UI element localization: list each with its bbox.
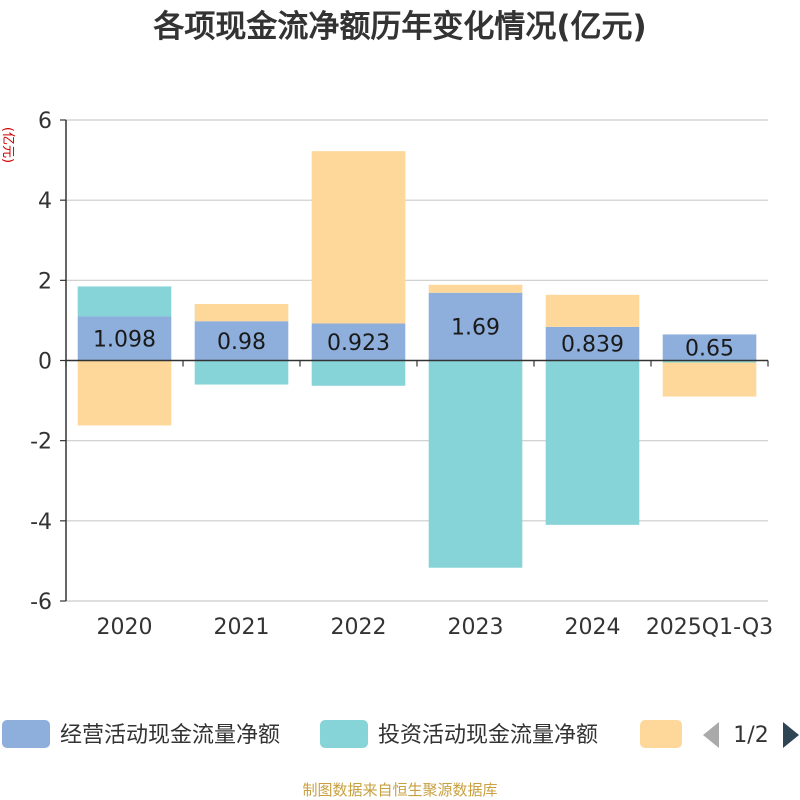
legend-prev-page-icon[interactable]	[703, 722, 719, 748]
bar-series-0[interactable]	[662, 334, 757, 361]
bar-series-2[interactable]	[545, 294, 640, 327]
y-axis-label: (亿元)	[0, 127, 15, 163]
y-tick-label: 2	[38, 269, 52, 294]
y-tick-label: -6	[30, 590, 52, 615]
legend-swatch-investing[interactable]	[320, 720, 368, 748]
bar-series-2[interactable]	[77, 360, 172, 426]
legend-label-investing[interactable]: 投资活动现金流量净额	[378, 723, 598, 748]
x-tick-label: 2020	[97, 615, 153, 640]
bar-series-2[interactable]	[194, 303, 289, 322]
x-tick-label: 2023	[448, 615, 504, 640]
bar-series-0[interactable]	[77, 316, 172, 361]
legend-swatch-operating[interactable]	[2, 720, 50, 748]
bar-series-1[interactable]	[311, 360, 406, 386]
gridlines	[66, 119, 768, 602]
bar-value-label: 1.098	[93, 327, 156, 352]
x-tick-label: 2022	[331, 615, 387, 640]
y-tick-label: -4	[30, 510, 52, 535]
y-tick-label: 0	[38, 350, 52, 375]
chart-title: 各项现金流净额历年变化情况(亿元)	[152, 9, 646, 45]
x-tick-label: 2025Q1-Q3	[646, 615, 773, 640]
bar-series-2[interactable]	[662, 362, 757, 397]
bar-series-1[interactable]	[77, 286, 172, 317]
legend: 经营活动现金流量净额 投资活动现金流量净额 1/2	[2, 720, 799, 748]
bar-series-2[interactable]	[311, 151, 406, 324]
bar-series-1[interactable]	[428, 360, 523, 568]
bar-value-label: 1.69	[451, 316, 500, 341]
y-tick-label: 4	[38, 189, 52, 214]
x-tick-label: 2024	[565, 615, 621, 640]
bar-series-1[interactable]	[662, 360, 757, 363]
x-ticks: 2020 2021 2022 2023 2024 2025Q1-Q3	[65, 359, 773, 640]
bar-value-label: 0.839	[561, 333, 624, 358]
legend-label-operating[interactable]: 经营活动现金流量净额	[60, 723, 280, 748]
y-tick-label: -2	[30, 430, 52, 455]
bar-value-label: 0.98	[217, 330, 266, 355]
bars	[77, 151, 757, 568]
bar-value-label: 0.65	[685, 336, 734, 361]
bar-series-0[interactable]	[194, 321, 289, 361]
bar-series-1[interactable]	[194, 360, 289, 385]
y-ticks: -6 -4 -2 0 2 4 6	[30, 109, 66, 615]
bar-series-1[interactable]	[545, 360, 640, 525]
data-source-note: 制图数据来自恒生聚源数据库	[302, 781, 497, 799]
legend-next-page-icon[interactable]	[783, 722, 799, 748]
x-tick-label: 2021	[214, 615, 270, 640]
bar-series-2[interactable]	[428, 284, 523, 293]
bar-labels: 1.098 0.98 0.923 1.69 0.839 0.65	[93, 316, 734, 362]
legend-swatch-financing[interactable]	[640, 720, 682, 748]
bar-series-0[interactable]	[545, 326, 640, 361]
bar-series-0[interactable]	[311, 323, 406, 361]
bar-series-0[interactable]	[428, 292, 523, 361]
legend-page-indicator: 1/2	[733, 723, 768, 748]
y-tick-label: 6	[38, 109, 52, 134]
bar-value-label: 0.923	[327, 331, 390, 356]
